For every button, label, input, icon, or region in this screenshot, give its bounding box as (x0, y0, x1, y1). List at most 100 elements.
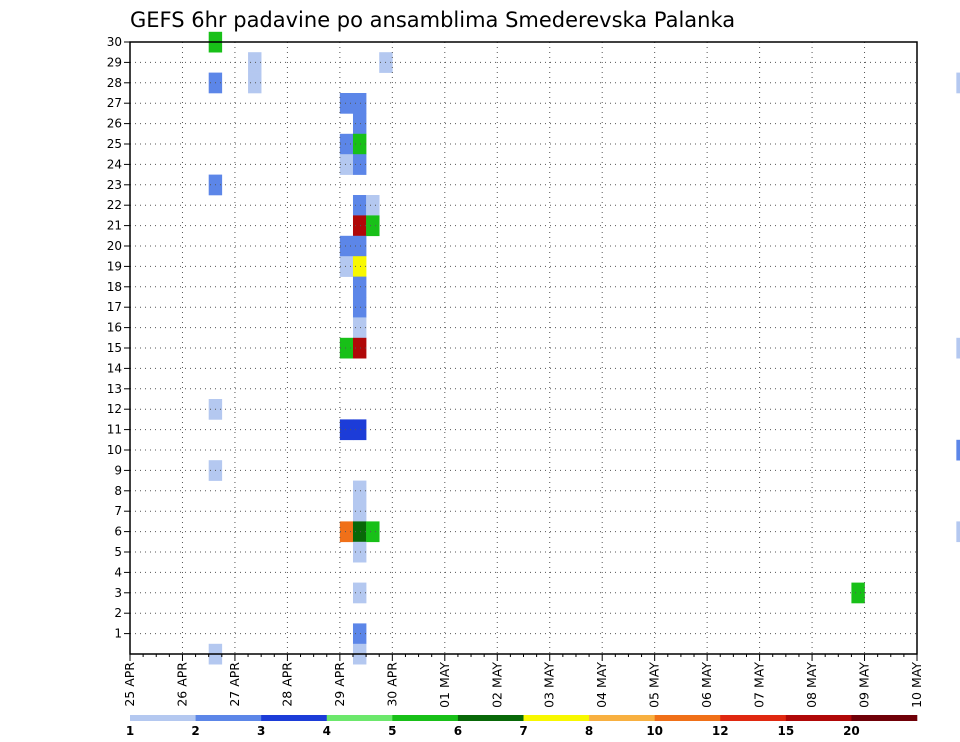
y-tick-label: 12 (107, 402, 122, 416)
heatmap-cell (339, 235, 354, 257)
y-tick-label: 19 (107, 259, 122, 273)
heatmap-cell (339, 337, 354, 359)
heatmap-cell (352, 480, 367, 502)
heatmap-cell (366, 521, 380, 543)
heatmap-cell (851, 582, 865, 604)
colorbar-label: 8 (585, 724, 593, 738)
heatmap-cell (352, 154, 367, 175)
y-tick-label: 23 (107, 178, 122, 192)
colorbar-label: 4 (323, 724, 331, 738)
colorbar-label: 10 (646, 724, 663, 738)
y-tick-label: 15 (107, 341, 122, 355)
heatmap-cell (339, 419, 354, 441)
y-tick-label: 9 (114, 463, 122, 477)
chart-title: GEFS 6hr padavine po ansamblima Smederev… (130, 8, 735, 32)
heatmap-cell (248, 52, 262, 73)
y-tick-label: 24 (107, 157, 122, 171)
heatmap-cell (352, 317, 367, 339)
x-tick-label: 09 MAY (857, 662, 872, 708)
heatmap-cell (956, 439, 960, 461)
heatmap-cell (352, 215, 367, 237)
x-tick-label: 03 MAY (542, 662, 557, 708)
x-tick-label: 10 MAY (909, 662, 924, 708)
y-tick-label: 11 (107, 423, 122, 437)
y-tick-label: 7 (114, 504, 122, 518)
colorbar-segment (785, 715, 852, 721)
x-tick-label: 05 MAY (647, 662, 662, 708)
y-tick-label: 28 (107, 76, 122, 90)
heatmap-cell (352, 235, 367, 257)
colorbar-label: 15 (777, 724, 794, 738)
heatmap-cell (339, 521, 354, 543)
heatmap-cell (352, 113, 367, 135)
x-tick-label: 29 APR (332, 662, 347, 707)
plot-frame (129, 41, 918, 655)
heatmap-cell (339, 133, 354, 155)
y-tick-label: 20 (107, 239, 122, 253)
colorbar-segment (195, 715, 262, 721)
y-tick-label: 21 (107, 219, 122, 233)
y-tick-label: 17 (107, 300, 122, 314)
y-tick-label: 13 (107, 382, 122, 396)
y-tick-label: 27 (107, 96, 122, 110)
colorbar-label: 7 (519, 724, 527, 738)
colorbar-label: 1 (126, 724, 134, 738)
heatmap-cell (352, 541, 367, 563)
y-tick-label: 8 (114, 484, 122, 498)
heatmap-cell (352, 297, 367, 318)
colorbar-label: 3 (257, 724, 265, 738)
y-axis: 1234567891011121314151617181920212223242… (107, 35, 130, 641)
colorbar-label: 12 (712, 724, 729, 738)
heatmap-cell (956, 72, 960, 94)
heatmap-cell (339, 256, 354, 277)
x-tick-label: 25 APR (122, 662, 137, 707)
y-tick-label: 29 (107, 55, 122, 69)
x-tick-label: 02 MAY (489, 662, 504, 708)
heatmap-cell (352, 521, 367, 543)
heatmap-cell (352, 582, 367, 604)
heatmap-cells (208, 31, 960, 665)
x-tick-label: 06 MAY (699, 662, 714, 708)
colorbar-segment (851, 715, 918, 721)
y-tick-label: 14 (107, 361, 122, 375)
y-tick-label: 25 (107, 137, 122, 151)
colorbar-label: 6 (454, 724, 462, 738)
colorbar-segment (457, 715, 524, 721)
heatmap-cell (352, 337, 367, 359)
x-tick-label: 07 MAY (752, 662, 767, 708)
heatmap-cell (366, 215, 380, 237)
y-tick-label: 18 (107, 280, 122, 294)
heatmap-cell (352, 419, 367, 441)
x-tick-label: 30 APR (384, 662, 399, 707)
colorbar-label: 20 (843, 724, 860, 738)
y-tick-label: 5 (114, 545, 122, 559)
colorbar-segment (654, 715, 721, 721)
y-tick-label: 3 (114, 586, 122, 600)
colorbar-segment (523, 715, 590, 721)
y-tick-label: 1 (114, 627, 122, 641)
y-tick-label: 30 (107, 35, 122, 49)
y-tick-label: 10 (107, 443, 122, 457)
heatmap-cell (352, 133, 367, 155)
grid-lines (130, 41, 917, 654)
heatmap-cell (352, 501, 367, 522)
x-tick-label: 04 MAY (594, 662, 609, 708)
x-tick-label: 27 APR (227, 662, 242, 707)
heatmap-cell (352, 93, 367, 114)
x-axis: 25 APR 26 APR 27 APR 28 APR 29 APR 30 APR 01 M… (122, 654, 924, 708)
colorbar-segment (589, 715, 655, 721)
heatmap-cell (352, 256, 367, 277)
heatmap-cell (956, 337, 960, 359)
y-tick-label: 16 (107, 321, 122, 335)
x-tick-label: 08 MAY (804, 662, 819, 708)
x-tick-label: 28 APR (279, 662, 294, 707)
heatmap-cell (352, 623, 367, 645)
heatmap-cell (339, 154, 354, 175)
heatmap-cell (366, 195, 380, 216)
heatmap-cell (352, 276, 367, 298)
heatmap-cell (339, 93, 354, 114)
colorbar-segment (130, 715, 196, 721)
colorbar-label: 5 (388, 724, 396, 738)
colorbar-segment (392, 715, 459, 721)
